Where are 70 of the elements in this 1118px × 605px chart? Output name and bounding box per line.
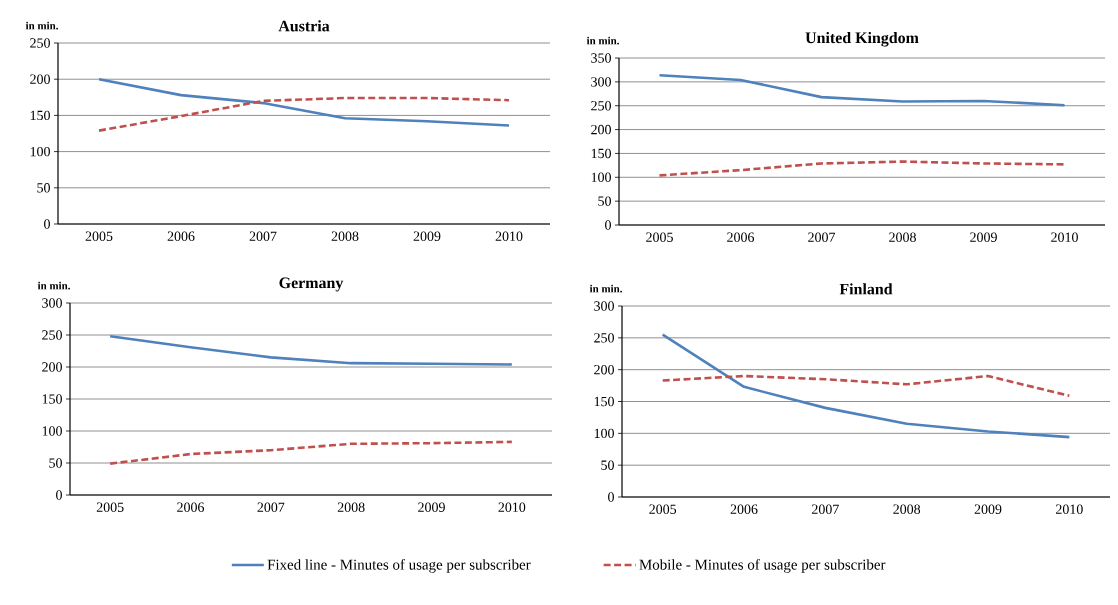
x-tick-label: 2009 [413, 231, 441, 241]
line-series [108, 440, 514, 465]
x-tick-label: 2008 [893, 504, 921, 514]
x-tick-label: 2010 [498, 502, 526, 512]
line-series [658, 73, 1066, 107]
chart-title: Austria [278, 20, 330, 32]
y-tick-label: 150 [591, 148, 611, 159]
y-tick-label: 250 [591, 101, 611, 111]
y-tick-label: 50 [49, 458, 62, 468]
y-tick-label: 200 [591, 124, 611, 135]
y-tick-label: 200 [594, 364, 614, 375]
x-tick-label: 2006 [727, 232, 755, 242]
y-tick-label: 250 [594, 333, 614, 343]
y-tick-label: 300 [594, 301, 614, 311]
y-tick-label: 250 [30, 38, 50, 48]
x-tick-label: 2009 [418, 502, 445, 512]
y-tick-label: 50 [601, 460, 614, 470]
x-tick-label: 2005 [85, 231, 113, 241]
y-tick-label: 100 [591, 172, 611, 182]
y-tick-label: 150 [42, 394, 62, 404]
y-tick-label: 150 [30, 110, 50, 121]
x-tick-label: 2006 [167, 231, 195, 241]
x-tick-label: 2008 [331, 231, 359, 241]
x-tick-label: 2006 [177, 502, 205, 512]
y-tick-label: 350 [591, 53, 611, 63]
line-series [658, 160, 1066, 177]
y-tick-label: 300 [42, 298, 62, 308]
x-tick-label: 2005 [96, 502, 124, 512]
x-tick-label: 2007 [257, 502, 285, 512]
y-tick-label: 300 [591, 77, 611, 87]
y-axis-title: in min. [586, 36, 619, 45]
line-series [661, 374, 1071, 398]
line-series [97, 96, 511, 132]
y-tick-label: 0 [605, 220, 611, 230]
y-tick-label: 50 [37, 183, 50, 193]
legend-label: Fixed line - Minutes of usage per subscriber [267, 559, 531, 573]
line-series [108, 334, 514, 366]
chart-title: Germany [279, 277, 344, 292]
chart-title: Finland [839, 283, 893, 295]
x-tick-label: 2007 [808, 232, 836, 242]
x-tick-label: 2009 [974, 504, 1002, 514]
y-axis-title: in min. [589, 284, 622, 293]
y-tick-label: 0 [56, 490, 62, 500]
x-tick-label: 2007 [249, 231, 277, 241]
y-tick-label: 0 [44, 219, 50, 229]
x-tick-label: 2008 [889, 232, 916, 242]
chart-title: United Kingdom [805, 31, 919, 47]
x-tick-label: 2007 [812, 504, 839, 514]
x-tick-label: 2005 [646, 232, 673, 242]
y-axis-title: in min. [25, 21, 58, 30]
line-series [661, 333, 1071, 439]
y-tick-label: 200 [42, 362, 62, 372]
x-tick-label: 2010 [495, 231, 523, 241]
y-tick-label: 0 [608, 492, 614, 502]
y-tick-label: 100 [594, 428, 614, 439]
y-tick-label: 100 [30, 146, 50, 157]
y-tick-label: 50 [598, 196, 611, 206]
y-tick-label: 250 [42, 330, 62, 340]
y-tick-label: 150 [594, 396, 614, 407]
x-tick-label: 2010 [1056, 504, 1083, 514]
x-tick-label: 2005 [649, 504, 677, 514]
y-tick-label: 200 [30, 74, 50, 84]
x-tick-label: 2008 [337, 502, 365, 512]
y-tick-label: 100 [42, 426, 62, 436]
x-tick-label: 2009 [970, 232, 997, 242]
x-tick-label: 2010 [1051, 232, 1078, 242]
legend-label: Mobile - Minutes of usage per subscriber [639, 559, 886, 573]
x-tick-label: 2006 [730, 504, 758, 514]
y-axis-title: in min. [37, 281, 70, 290]
line-series [97, 77, 511, 127]
